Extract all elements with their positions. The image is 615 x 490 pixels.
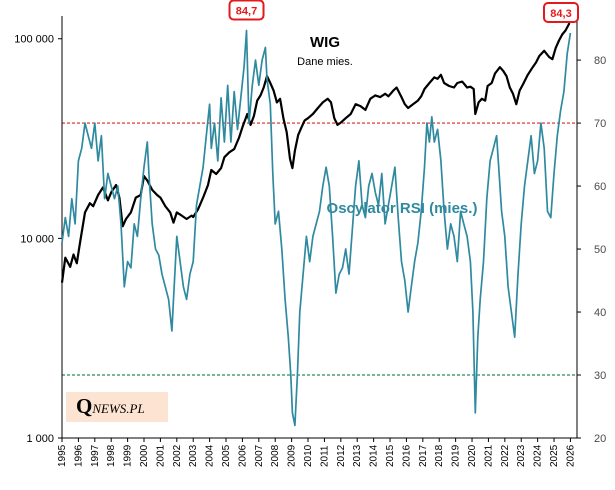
callout-box xyxy=(543,2,579,24)
x-tick-label: 1999 xyxy=(123,444,134,467)
right-tick-label: 40 xyxy=(594,307,606,319)
x-tick-label: 2004 xyxy=(205,444,216,467)
x-tick-label: 2006 xyxy=(237,444,248,467)
logo: QNEWS.PL xyxy=(66,392,168,422)
x-tick-label: 2011 xyxy=(319,445,330,467)
right-tick-label: 30 xyxy=(594,370,606,382)
logo-rest: NEWS.PL xyxy=(91,401,144,416)
x-tick-label: 2005 xyxy=(221,444,232,467)
x-tick-label: 2024 xyxy=(533,444,544,467)
left-tick-label: 1 000 xyxy=(26,433,54,445)
x-tick-label: 2019 xyxy=(451,444,462,467)
x-tick-label: 2008 xyxy=(270,444,281,467)
right-tick-label: 60 xyxy=(594,181,606,193)
reference-lines xyxy=(62,122,577,376)
chart-subtitle: Dane mies. xyxy=(297,56,353,68)
x-tick-label: 2013 xyxy=(352,444,363,467)
x-tick-label: 2007 xyxy=(254,444,265,467)
x-tick-label: 2021 xyxy=(483,444,494,467)
series-line-rsi xyxy=(61,29,572,427)
x-tick-label: 2020 xyxy=(467,444,478,467)
axes: 1 000 10 000 100 000 20 30 40 50 60 70 80 1995 1996… xyxy=(14,16,606,467)
logo-q: Q xyxy=(76,394,92,418)
rsi-title: Oscylator RSI (mies.) xyxy=(327,200,478,217)
callout-1: 84,3 xyxy=(543,2,579,24)
x-tick-label: 2017 xyxy=(418,444,429,467)
x-tick-label: 2001 xyxy=(155,444,166,467)
logo-background xyxy=(66,392,168,422)
x-tick-label: 2000 xyxy=(139,444,150,467)
x-tick-label: 2014 xyxy=(369,444,380,467)
x-tick-label: 1998 xyxy=(106,444,117,467)
left-tick-label: 10 000 xyxy=(20,233,54,245)
right-tick-label: 20 xyxy=(594,433,606,445)
x-tick-label: 2010 xyxy=(303,444,314,467)
right-tick-label: 50 xyxy=(594,244,606,256)
x-tick-label: 1995 xyxy=(57,444,68,467)
annotations: 84,7 84,3 xyxy=(228,0,579,24)
series-group xyxy=(60,18,572,427)
x-tick-label: 2026 xyxy=(565,444,576,467)
x-tick-label: 2016 xyxy=(401,444,412,467)
x-tick-label: 2022 xyxy=(500,444,511,467)
x-tick-label: 2023 xyxy=(516,444,527,467)
x-tick-label: 2025 xyxy=(549,444,560,467)
right-tick-label: 80 xyxy=(594,55,606,67)
x-tick-label: 1996 xyxy=(73,444,84,467)
logo-text: QNEWS.PL xyxy=(76,394,145,418)
x-tick-label: 2009 xyxy=(287,444,298,467)
chart-title: WIG xyxy=(310,34,340,51)
right-tick-label: 70 xyxy=(594,118,606,130)
x-tick-label: 1997 xyxy=(90,444,101,467)
callout-label: 84,3 xyxy=(550,8,571,20)
x-tick-label: 2015 xyxy=(385,444,396,467)
x-tick-label: 2012 xyxy=(336,444,347,467)
callout-box xyxy=(228,0,265,21)
x-tick-label: 2003 xyxy=(188,444,199,467)
x-tick-label: 2002 xyxy=(172,444,183,467)
callout-label: 84,7 xyxy=(236,5,257,17)
x-tick-label: 2018 xyxy=(434,444,445,467)
callout-0: 84,7 xyxy=(228,0,265,21)
left-tick-label: 100 000 xyxy=(14,34,54,46)
